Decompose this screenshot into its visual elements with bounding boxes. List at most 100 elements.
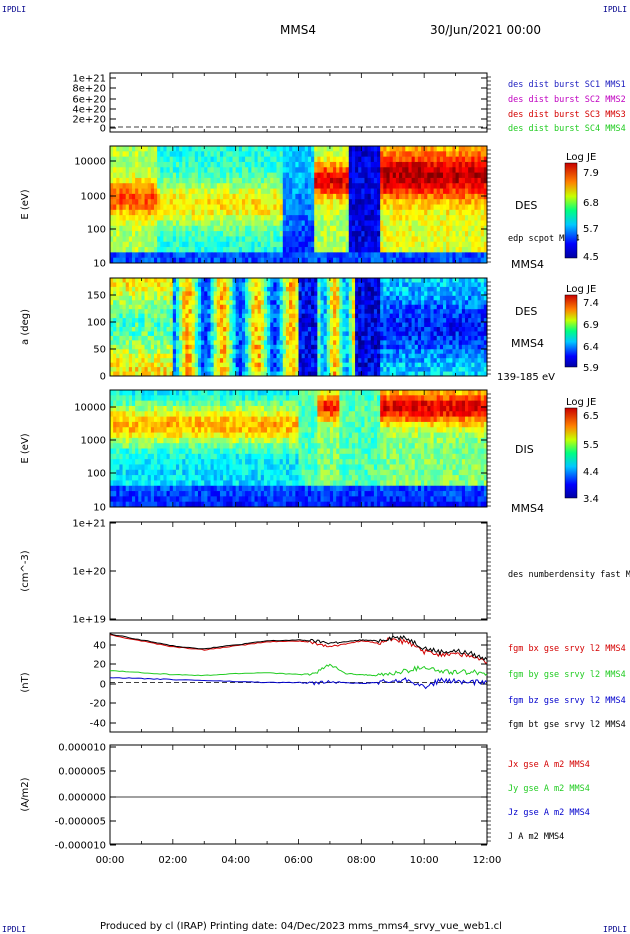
spectrogram-cell: [367, 241, 372, 248]
spectrogram-cell: [197, 188, 202, 195]
spectrogram-cell: [273, 344, 277, 350]
spectrogram-cell: [254, 199, 259, 205]
spectrogram-cell: [289, 309, 293, 315]
spectrogram-cell: [339, 358, 343, 364]
spectrogram-cell: [226, 209, 230, 216]
spectrogram-cell: [386, 247, 391, 253]
spectrogram-cell: [289, 367, 293, 372]
spectrogram-cell: [301, 188, 306, 195]
spectrogram-cell: [389, 151, 394, 158]
spectrogram-cell: [122, 322, 127, 328]
spectrogram-cell: [182, 331, 186, 337]
spectrogram-cell: [160, 247, 164, 253]
spectrogram-cell: [364, 183, 369, 189]
spectrogram-cell: [113, 278, 117, 283]
spectrogram-cell: [279, 188, 284, 195]
spectrogram-cell: [128, 362, 133, 368]
spectrogram-cell: [241, 231, 246, 237]
spectrogram-cell: [317, 300, 321, 306]
spectrogram-cell: [311, 304, 315, 310]
spectrogram-cell: [377, 156, 381, 163]
spectrogram-cell: [276, 327, 281, 332]
spectrogram-cell: [314, 278, 318, 283]
spectrogram-cell: [411, 300, 416, 306]
spectrogram-cell: [339, 335, 343, 341]
spectrogram-cell: [194, 231, 199, 237]
spectrogram-cell: [210, 220, 215, 227]
spectrogram-cell: [160, 367, 164, 372]
spectrogram-cell: [301, 172, 306, 179]
spectrogram-cell: [204, 358, 208, 364]
spectrogram-cell: [238, 146, 243, 152]
spectrogram-cell: [245, 327, 249, 332]
spectrogram-cell: [317, 257, 321, 264]
spectrogram-cell: [157, 204, 161, 211]
spectrogram-cell: [455, 161, 460, 168]
spectrogram-cell: [421, 286, 425, 292]
spectrogram-cell: [405, 335, 409, 341]
spectrogram-cell: [207, 193, 211, 200]
spectrogram-cell: [276, 177, 281, 184]
spectrogram-cell: [405, 304, 409, 310]
spectrogram-cell: [207, 247, 211, 253]
spectrogram-cell: [194, 291, 199, 297]
spectrogram-cell: [279, 252, 284, 259]
spectrogram-cell: [125, 177, 130, 184]
spectrogram-cell: [317, 291, 321, 297]
spectrogram-cell: [194, 286, 199, 292]
spectrogram-cell: [474, 204, 478, 211]
spectrogram-cell: [201, 177, 205, 184]
spectrogram-cell: [282, 327, 287, 332]
spectrogram-cell: [232, 167, 237, 173]
spectrogram-cell: [270, 349, 274, 355]
spectrogram-cell: [458, 236, 463, 243]
spectrogram-cell: [201, 236, 205, 243]
spectrogram-cell: [157, 295, 161, 301]
spectrogram-cell: [405, 353, 409, 359]
spectrogram-cell: [446, 199, 450, 205]
spectrogram-cell: [213, 371, 218, 377]
spectrogram-cell: [153, 353, 158, 359]
spectrogram-cell: [348, 247, 353, 253]
spectrogram-cell: [216, 199, 221, 205]
spectrogram-cell: [383, 344, 387, 350]
spectrogram-cell: [153, 204, 158, 211]
spectrogram-cell: [314, 236, 318, 243]
spectrogram-cell: [414, 309, 419, 315]
spectrogram-cell: [345, 167, 350, 173]
spectrogram-cell: [172, 335, 177, 341]
spectrogram-cell: [119, 183, 123, 189]
spectrogram-cell: [461, 209, 466, 216]
spectrogram-cell: [461, 161, 466, 168]
spectrogram-cell: [307, 215, 312, 221]
spectrogram-cell: [323, 335, 328, 341]
spectrogram-cell: [172, 309, 177, 315]
spectrogram-cell: [377, 362, 381, 368]
spectrogram-cell: [125, 220, 130, 227]
spectrogram-cell: [182, 193, 186, 200]
spectrogram-cell: [399, 367, 403, 372]
spectrogram-cell: [273, 349, 277, 355]
spectrogram-cell: [314, 183, 318, 189]
spectrogram-cell: [405, 367, 409, 372]
spectrogram-cell: [238, 340, 243, 346]
spectrogram-cell: [414, 193, 419, 200]
spectrogram-cell: [273, 257, 277, 264]
spectrogram-cell: [455, 199, 460, 205]
spectrogram-cell: [279, 161, 284, 168]
spectrogram-cell: [392, 199, 397, 205]
spectrogram-cell: [150, 335, 155, 341]
spectrogram-cell: [373, 335, 378, 341]
spectrogram-cell: [267, 156, 271, 163]
spectrogram-cell: [113, 335, 117, 341]
spectrogram-cell: [125, 225, 130, 232]
spectrogram-cell: [295, 167, 299, 173]
spectrogram-cell: [364, 204, 369, 211]
spectrogram-cell: [119, 247, 123, 253]
spectrogram-cell: [254, 300, 259, 306]
spectrogram-cell: [317, 241, 321, 248]
spectrogram-cell: [263, 209, 268, 216]
spectrogram-cell: [342, 335, 347, 341]
spectrogram-cell: [251, 353, 255, 359]
spectrogram-cell: [116, 252, 120, 259]
